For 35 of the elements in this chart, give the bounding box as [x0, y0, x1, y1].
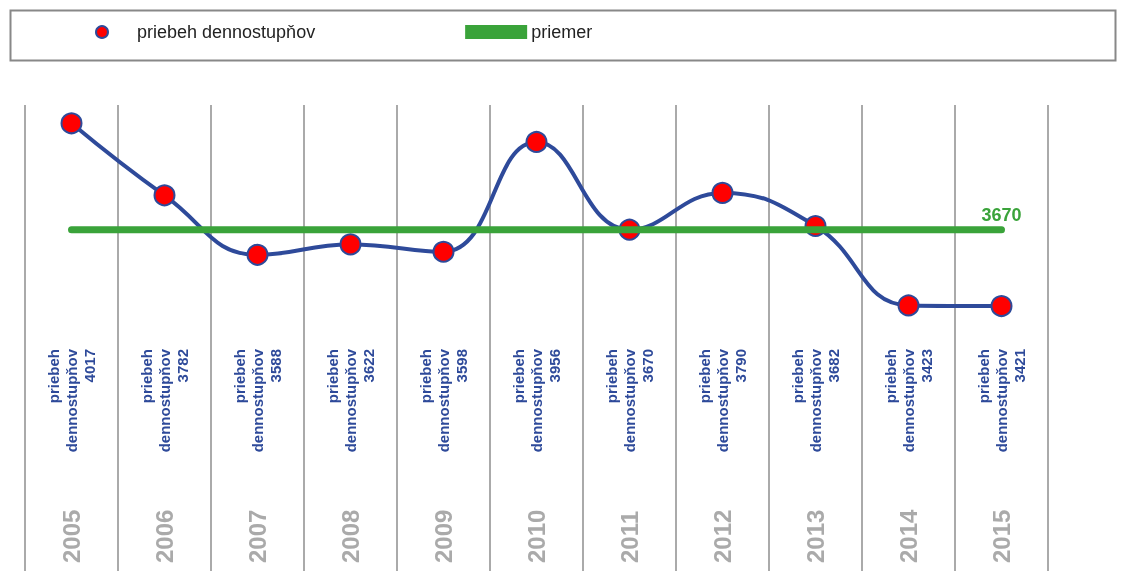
data-label: 3790	[732, 349, 749, 383]
x-tick-label: 2006	[151, 509, 178, 563]
data-label: 4017	[81, 349, 98, 383]
x-tick-label: 2011	[616, 510, 643, 563]
x-tick-label: 2008	[337, 509, 364, 563]
point	[153, 184, 176, 207]
point	[246, 243, 269, 266]
data-label: 3423	[918, 349, 935, 383]
data-label: 3782	[174, 349, 191, 383]
data-label: 3588	[267, 349, 284, 383]
data-label: 3598	[453, 349, 470, 383]
point	[897, 294, 920, 317]
data-label: 3670	[639, 349, 656, 383]
data-label: 3421	[1011, 349, 1028, 383]
data-label: 3956	[546, 349, 563, 383]
x-tick-label: 2009	[430, 509, 457, 563]
x-tick-label: 2007	[244, 509, 271, 563]
point	[432, 240, 455, 263]
point	[339, 233, 362, 256]
point	[525, 130, 548, 153]
point	[711, 181, 734, 204]
point	[990, 295, 1013, 318]
x-tick-label: 2015	[988, 509, 1015, 563]
x-tick-label: 2005	[58, 509, 85, 563]
legend-label: priemer	[531, 22, 593, 42]
data-label: 3622	[360, 349, 377, 383]
legend-label: priebeh dennostupňov	[137, 22, 316, 42]
x-tick-label: 2012	[709, 509, 736, 563]
point	[60, 112, 83, 135]
data-label: 3682	[825, 349, 842, 383]
x-tick-label: 2010	[523, 509, 550, 563]
x-tick-label: 2013	[802, 509, 829, 563]
data-label: 3670	[981, 204, 1022, 225]
text: priebeh dennostupňov	[45, 349, 80, 453]
x-tick-label: 2014	[895, 508, 922, 563]
